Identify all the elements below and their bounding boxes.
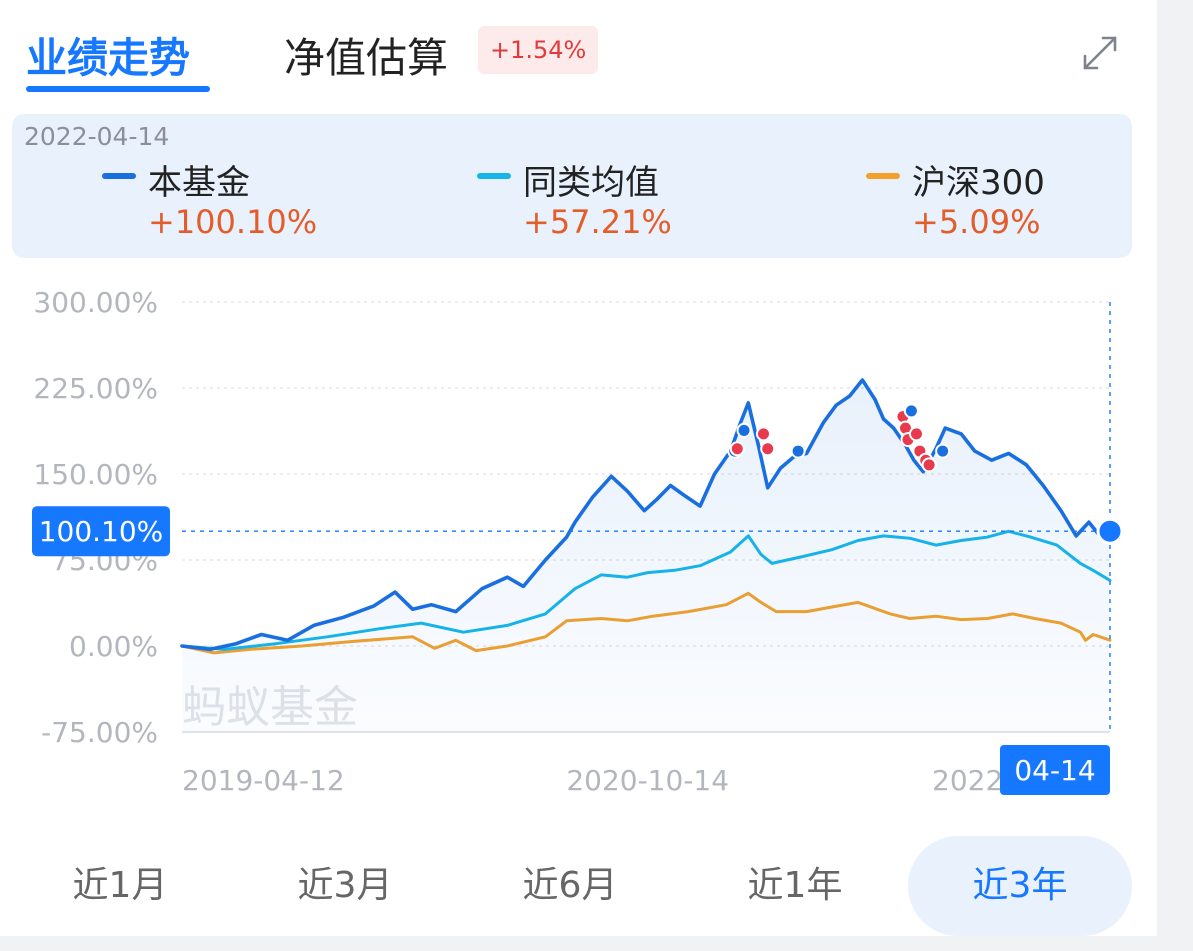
tab-estimate[interactable]: 净值估算 [284,34,448,82]
range-1-year[interactable]: 近1年 [747,865,843,906]
trade-marker [755,426,771,442]
legend-swatch [477,173,511,179]
legend-name: 本基金 [148,163,250,203]
fund-area [182,380,1110,732]
current-value-badge [32,506,170,557]
trade-marker [790,443,806,459]
estimate-badge: +1.54% [478,26,599,74]
trade-marker [903,403,919,419]
x-tick-label: 2019-04-12 [182,764,345,797]
legend-panel [12,114,1132,258]
range-3-years[interactable]: 近3年 [908,836,1132,936]
y-tick-label: 300.00% [33,286,158,319]
crosshair-point [1096,517,1124,545]
legend-name: 同类均值 [523,163,659,203]
range-1-month[interactable]: 近1月 [72,865,168,906]
legend-value: +57.21% [523,203,672,241]
trade-marker [921,457,937,473]
trade-marker [760,441,776,457]
tab-active-indicator [26,86,210,92]
current-date-badge [1000,745,1110,795]
legend-name: 沪深300 [912,163,1045,203]
y-tick-label: 225.00% [33,372,158,405]
expand-icon[interactable] [1079,32,1121,74]
legend-swatch [866,173,900,179]
tab-performance[interactable]: 业绩走势 [26,34,190,82]
y-tick-label: 0.00% [69,630,158,663]
trade-marker [908,426,924,442]
range-selector: 近1月 近3月 近6月 近1年 近3年 [0,836,1157,936]
performance-chart[interactable]: 300.00%225.00%150.00%75.00%0.00%-75.00%蚂… [0,270,1157,810]
x-tick-label: 2022 [932,764,1003,797]
current-value-label: 100.10% [39,515,164,548]
x-tick-label: 2020-10-14 [566,764,729,797]
legend-value: +100.10% [148,203,318,241]
legend-swatch [102,173,136,179]
trade-marker [736,422,752,438]
trade-marker [935,443,951,459]
side-margin [1157,0,1193,951]
current-date-label: 04-14 [1014,754,1095,787]
range-3-months[interactable]: 近3月 [297,865,393,906]
legend-date: 2022-04-14 [24,122,170,151]
series-line-0 [180,378,1112,652]
range-6-months[interactable]: 近6月 [522,865,618,906]
y-tick-label: 150.00% [33,458,158,491]
legend-value: +5.09% [912,203,1041,241]
y-tick-label: -75.00% [41,716,158,749]
trade-marker [729,441,745,457]
bottom-divider [0,936,1157,951]
